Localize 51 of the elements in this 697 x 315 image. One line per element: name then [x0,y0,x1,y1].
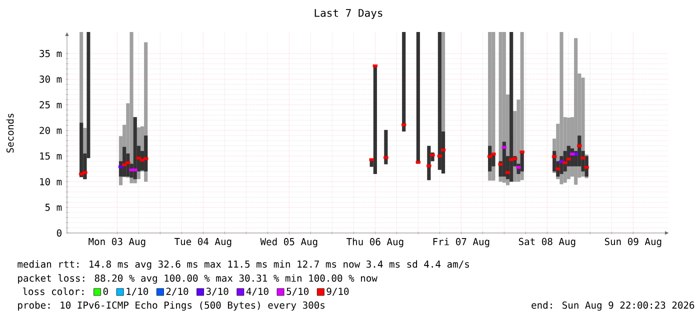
y-tick-label: 15 m [40,152,62,160]
point [126,161,130,164]
y-axis-title: Seconds [6,114,14,153]
y-tick-label: 25 m [40,101,62,108]
x-tick-label: Sun 09 Aug [604,238,662,248]
text: probe: 10 IPv6-ICMP Echo Pings (500 Bytes) every 300s [18,301,324,311]
y-tick-label: 20 m [40,126,62,134]
x-tick-label: Fri 07 Aug [433,238,490,248]
legend-title: loss color: [22,288,84,296]
point [556,167,560,170]
legend-label: 1/10 [126,288,148,296]
point [562,161,568,164]
y-tick-label: 10 m [40,178,62,186]
legend-label: 4/10 [246,288,268,296]
legend-label: 2/10 [166,288,188,296]
bar [492,32,496,181]
point [584,166,589,169]
x-tick-label: Wed 05 Aug [260,238,318,248]
point [580,156,586,160]
bar [510,32,514,182]
point [498,162,503,166]
x-tick-label: Mon 03 Aug [88,238,146,248]
legend-label: 3/10 [206,288,228,296]
x-tick-label: Thu 06 Aug [346,238,404,248]
y-tick-label: 30 m [40,76,62,83]
x-tick-label: Sat 08 Aug [518,238,576,248]
bar [402,32,406,132]
legend-label: 5/10 [286,288,309,296]
text: end: Sun Aug 9 22:00:23 2026 [532,301,694,311]
y-tick-label: 0 [56,229,62,237]
y-tick-label: 35 m [40,50,62,58]
bar [130,32,134,184]
text: packet loss: 88.20 % avg 100.00 % max 30.31 % min 100.00 % now [18,274,378,284]
chart-title: Last 7 Days [314,9,382,19]
point [577,144,582,148]
point [512,157,518,160]
bar [438,32,442,170]
y-tick-label: 5 m [45,204,62,211]
bar [560,32,564,184]
bar [373,66,377,174]
bar [384,130,388,164]
legend-label: 0 [103,288,108,295]
bar [80,122,84,178]
point [559,160,564,164]
point [516,166,521,169]
point [369,158,374,162]
x-tick-label: Tue 04 Aug [174,238,232,248]
text: median rtt: 14.8 ms avg 32.6 ms max 11.5 ms min 12.7 ms now 3.4 ms sd 4.4 am/s [18,260,469,270]
legend-label: 9/10 [326,288,349,296]
point [384,156,388,160]
point [426,164,432,168]
